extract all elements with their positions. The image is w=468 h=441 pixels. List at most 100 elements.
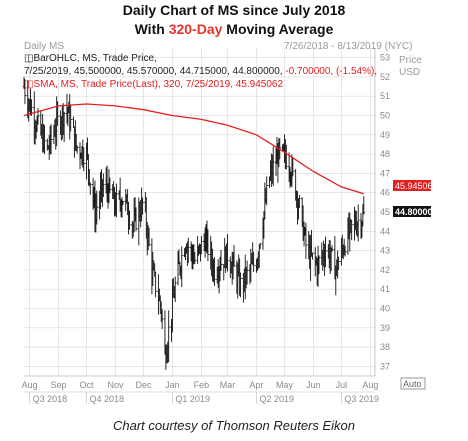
sma-value-tag: [393, 180, 431, 191]
x-month-label: Jul: [336, 380, 348, 390]
chart-background: [22, 38, 455, 410]
y-tick-label: 42: [380, 265, 390, 275]
ohlc-bar: [174, 276, 177, 302]
sma-value-label: 45.945062: [395, 181, 438, 191]
y-tick-label: 43: [380, 246, 390, 256]
legend-ohlc-change: -0.700000, (-1.54%),: [285, 66, 378, 77]
ohlc-bar: [128, 210, 131, 230]
ohlc-bar: [258, 242, 262, 249]
legend-ohlc-title: BarOHLC, MS, Trade Price,: [33, 53, 157, 64]
ohlc-bar: [356, 204, 360, 242]
y-tick-label: 37: [380, 361, 390, 371]
ohlc-bar: [324, 236, 327, 268]
last-price-tag: [393, 206, 431, 217]
ohlc-bar: [291, 158, 295, 177]
sma-line: [23, 103, 364, 195]
y-tick-label: 50: [380, 111, 390, 121]
ohlc-bar: [337, 256, 340, 270]
y-tick-label: 44: [380, 226, 390, 236]
ohlc-bar: [200, 235, 203, 255]
x-month-label: Jun: [306, 380, 321, 390]
ohlc-bar: [121, 200, 125, 206]
ohlc-bar: [95, 190, 99, 225]
ohlc-bar: [115, 183, 118, 218]
ohlc-bar: [56, 101, 59, 126]
ohlc-bar: [362, 196, 365, 215]
x-quarter-label: Q3 2019: [344, 394, 379, 404]
ohlc-bar: [272, 146, 275, 187]
y-tick-label: 39: [380, 323, 390, 333]
x-axis: Aug Sep Oct Nov Dec Jan Feb Mar Apr May Jun Jul Aug Q…: [22, 375, 379, 404]
ohlc-bar: [49, 123, 53, 155]
chart-subtitle: With 320-Day Moving Average: [0, 21, 468, 37]
x-month-label: Nov: [107, 380, 124, 390]
legend-ohlc: ◫BarOHLC, MS, Trade Price,: [24, 53, 157, 64]
x-quarter-label: Q2 2019: [259, 394, 294, 404]
x-month-label: Sep: [51, 380, 67, 390]
ohlc-bar: [350, 219, 353, 241]
ohlc-bar: [82, 147, 85, 172]
ohlc-bar: [193, 251, 197, 265]
sma-icon: ◫: [24, 79, 34, 90]
ohlc-bar: [304, 222, 308, 259]
y-tick-label: 40: [380, 303, 390, 313]
axis-price-label: Price: [399, 55, 422, 66]
y-tick-label: 52: [380, 72, 390, 82]
ohlc-bar: [154, 271, 157, 298]
ohlc-bar: [108, 177, 112, 194]
legend-ohlc-values-text: 7/25/2019, 45.500000, 45.570000, 44.7150…: [24, 66, 283, 77]
legend-sma-text: SMA, MS, Trade Price(Last), 320, 7/25/20…: [33, 79, 284, 90]
y-tick-label: 41: [380, 284, 390, 294]
x-month-label: Dec: [135, 380, 152, 390]
x-month-label: Mar: [220, 380, 236, 390]
last-price-label: 44.800000: [395, 207, 438, 217]
chart-title: Daily Chart of MS since July 2018: [122, 2, 346, 18]
y-tick-label: 51: [380, 91, 390, 101]
ohlc-bar: [180, 246, 183, 287]
y-tick-label: 38: [380, 342, 390, 352]
ohlc-bar: [102, 173, 105, 198]
ohlc-bar: [245, 260, 249, 285]
y-axis: 37 38 39 40 41 42 43 44 45 46 47 48 49 50 51 52 53: [374, 48, 390, 376]
chart-header-range: 7/26/2018 - 8/13/2019 (NYC): [284, 41, 413, 52]
ohlc-bar: [285, 144, 288, 170]
ohlc-bar: [160, 309, 164, 330]
x-quarter-label: Q1 2019: [175, 394, 210, 404]
auto-scale-button[interactable]: [400, 377, 426, 390]
subtitle-post: Moving Average: [222, 21, 334, 37]
ohlc-bar: [76, 145, 79, 154]
ohlc-bar: [147, 227, 151, 247]
ohlc-bar: [298, 194, 301, 208]
ohlc-bar: [36, 108, 40, 125]
x-month-label: Apr: [249, 380, 263, 390]
ohlc-bar: [219, 249, 223, 271]
x-quarter-label: Q4 2018: [90, 394, 125, 404]
ohlc-bar: [43, 125, 46, 155]
ohlc-bar: [252, 251, 255, 272]
ohlc-bar: [213, 256, 216, 286]
ohlc-bar: [89, 182, 92, 195]
x-month-label: Feb: [194, 380, 210, 390]
ohlc-bar: [265, 176, 268, 206]
x-month-label: Aug: [22, 380, 38, 390]
ohlc-bar: [187, 237, 190, 264]
ohlc-bar: [343, 245, 347, 257]
x-month-label: Jan: [165, 380, 180, 390]
chart-panel[interactable]: 37 38 39 40 41 42 43 44 45 46 47 48 49 50 51 52 53 Aug Se…: [22, 38, 455, 410]
legend-sma: ◫SMA, MS, Trade Price(Last), 320, 7/25/2…: [24, 79, 283, 90]
ohlc-bar: [23, 79, 27, 105]
ohlc-bar: [317, 255, 321, 275]
ohlc-bar: [239, 272, 242, 298]
ohlc-bars: [22, 76, 365, 370]
axis-currency-label: USD: [399, 67, 421, 78]
x-month-label: Aug: [362, 380, 378, 390]
ohlc-bar: [141, 197, 144, 215]
y-tick-label: 45: [380, 207, 390, 217]
x-month-label: Oct: [80, 380, 95, 390]
y-tick-label: 49: [380, 130, 390, 140]
ohlc-bar: [311, 252, 314, 260]
ohlc-bar: [226, 234, 229, 272]
legend-ohlc-values: 7/25/2019, 45.500000, 45.570000, 44.7150…: [24, 66, 377, 77]
price-chart[interactable]: 37 38 39 40 41 42 43 44 45 46 47 48 49 50 51 52 53 Aug Se…: [22, 38, 455, 410]
y-tick-label: 46: [380, 188, 390, 198]
